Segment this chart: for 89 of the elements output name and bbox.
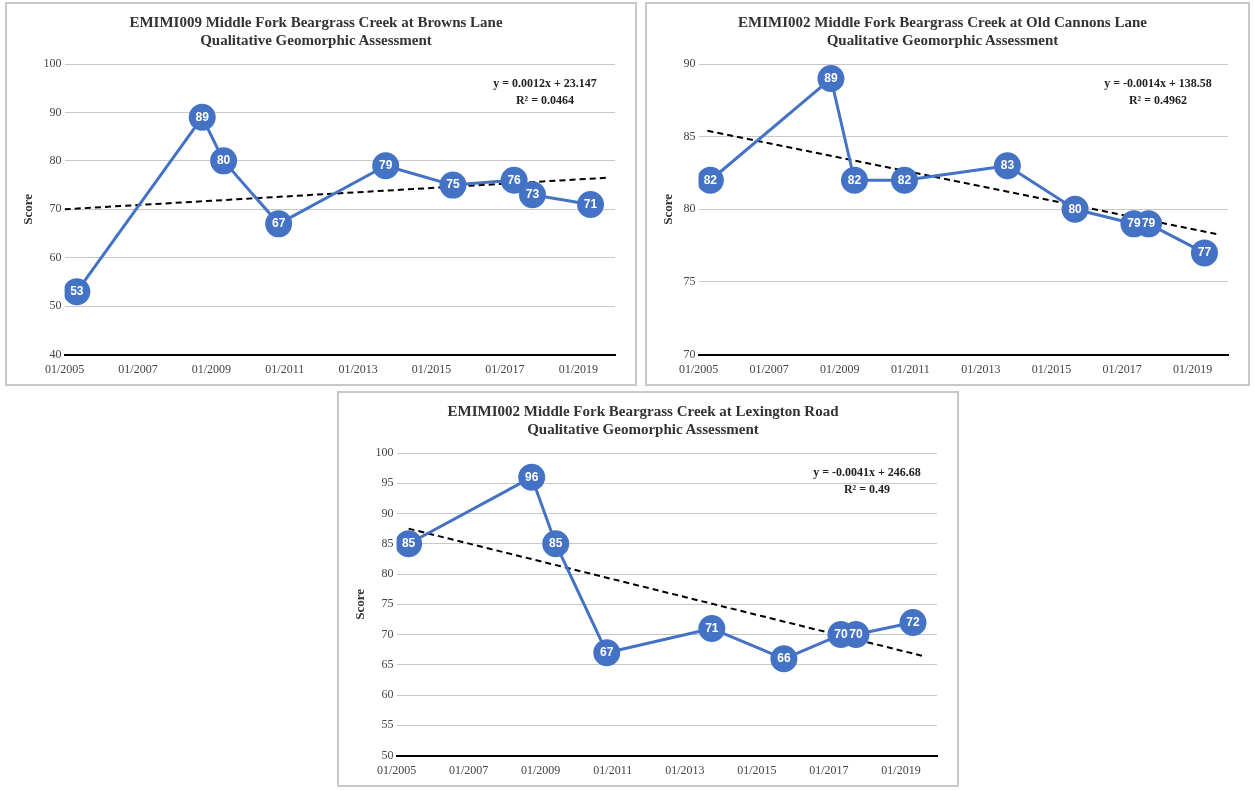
y-tick-label: 90	[683, 56, 696, 71]
text: EMIMI009 Middle Fork Beargrass Creek at Browns Lane	[129, 13, 503, 30]
y-tick-label: 80	[49, 153, 62, 168]
x-tick-label: 01/2017	[809, 762, 849, 777]
annotation: R² = 0.49	[843, 482, 891, 497]
data-label: 53	[70, 283, 84, 298]
x-tick-label: 01/2009	[820, 361, 860, 376]
annotation: y = -0.0014x + 138.58	[1104, 76, 1212, 91]
x-tick-label: 01/2019	[558, 361, 598, 376]
y-tick-label: 60	[381, 687, 394, 702]
y-tick-label: 70	[49, 201, 62, 216]
text: Qualitative Geomorphic Assessment	[200, 31, 432, 48]
x-tick-label: 01/2015	[737, 762, 777, 777]
y-tick-label: 70	[381, 626, 394, 641]
data-label: 71	[705, 620, 719, 635]
data-label: 85	[401, 536, 416, 551]
text: Qualitative Geomorphic Assessment	[527, 420, 759, 437]
data-label: 67	[271, 216, 286, 231]
x-tick-label: 01/2005	[44, 361, 85, 376]
y-tick-label: 85	[683, 128, 696, 143]
x-tick-label: 01/2013	[338, 361, 378, 376]
x-tick-label: 01/2009	[521, 762, 561, 777]
data-label: 71	[583, 196, 598, 211]
x-tick-label: 01/2019	[881, 762, 921, 777]
x-tick-label: 01/2005	[376, 762, 417, 777]
x-tick-label: 01/2009	[191, 361, 232, 376]
y-tick-label: 50	[49, 298, 62, 313]
x-tick-label: 01/2007	[448, 762, 489, 777]
data-label: 89	[195, 109, 210, 124]
data-label: 82	[897, 172, 912, 187]
text: Qualitative Geomorphic Assessment	[826, 31, 1059, 48]
data-label: 96	[525, 469, 539, 484]
x-tick-label: 01/2007	[118, 361, 158, 376]
x-tick-label: 01/2011	[593, 762, 633, 777]
y-tick-label: 80	[381, 566, 394, 581]
x-tick-label: 01/2005	[678, 361, 719, 376]
y-tick-label: 90	[49, 104, 62, 119]
y-tick-label: 80	[683, 201, 696, 216]
annotation: R² = 0.0464	[515, 93, 575, 108]
x-tick-label: 01/2015	[1031, 361, 1072, 376]
x-tick-label: 01/2017	[485, 361, 525, 376]
y-tick-label: 95	[381, 475, 394, 490]
y-tick-label: 55	[381, 717, 394, 732]
data-label: 85	[549, 536, 563, 551]
data-label: 76	[507, 172, 522, 187]
y-axis-title: Score	[352, 588, 368, 620]
y-tick-label: 70	[683, 346, 696, 361]
data-label: 82	[703, 172, 718, 187]
data-label: 66	[777, 651, 791, 666]
data-label: 77	[1197, 245, 1212, 260]
y-tick-label: 100	[375, 445, 394, 460]
y-tick-label: 100	[43, 56, 62, 71]
x-tick-label: 01/2011	[265, 361, 305, 376]
data-label: 83	[1000, 158, 1015, 173]
y-tick-label: 65	[381, 656, 394, 671]
x-tick-label: 01/2011	[890, 361, 930, 376]
y-tick-label: 50	[381, 747, 394, 762]
text: EMIMI002 Middle Fork Beargrass Creek at Old Cannons Lane	[738, 13, 1147, 30]
y-axis-title: Score	[20, 193, 36, 225]
x-tick-label: 01/2017	[1102, 361, 1142, 376]
x-tick-label: 01/2013	[961, 361, 1001, 376]
y-tick-label: 40	[49, 346, 62, 361]
y-tick-label: 75	[381, 596, 394, 611]
data-label: 67	[600, 645, 614, 660]
data-label: 70	[849, 626, 863, 641]
y-tick-label: 90	[381, 505, 394, 520]
data-label: 79	[378, 158, 393, 173]
x-tick-label: 01/2015	[411, 361, 452, 376]
y-axis-title: Score	[660, 193, 676, 225]
data-label: 80	[1068, 201, 1083, 216]
data-label: 79	[1127, 216, 1141, 231]
x-tick-label: 01/2007	[749, 361, 789, 376]
data-label: 79	[1141, 216, 1156, 231]
data-label: 70	[834, 626, 848, 641]
data-label: 82	[847, 172, 862, 187]
text: EMIMI002 Middle Fork Beargrass Creek at Lexington Road	[447, 402, 839, 419]
data-label: 75	[446, 177, 460, 192]
data-label: 80	[216, 153, 231, 168]
x-tick-label: 01/2019	[1173, 361, 1213, 376]
annotation: y = 0.0012x + 23.147	[493, 76, 597, 91]
annotation: R² = 0.4962	[1128, 93, 1188, 108]
annotation: y = -0.0041x + 246.68	[813, 465, 921, 480]
data-label: 72	[906, 614, 920, 629]
y-tick-label: 75	[683, 274, 696, 289]
y-tick-label: 85	[381, 535, 394, 550]
data-label: 73	[525, 187, 540, 202]
x-tick-label: 01/2013	[665, 762, 705, 777]
data-label: 89	[824, 70, 838, 85]
y-tick-label: 60	[49, 249, 62, 264]
